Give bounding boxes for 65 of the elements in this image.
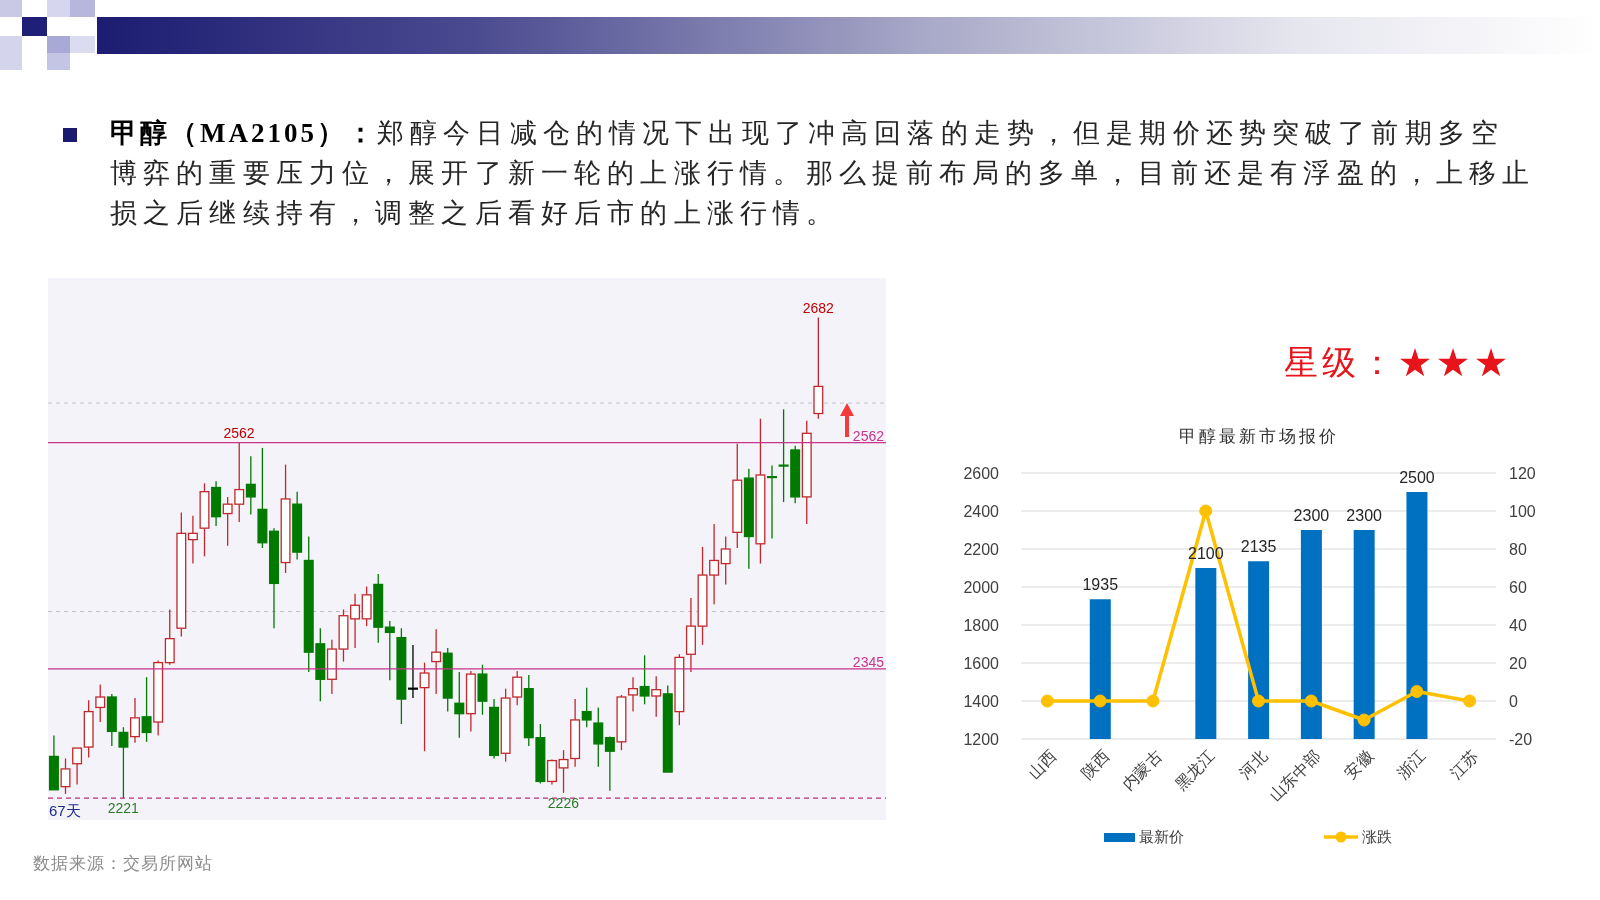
candlestick	[187, 515, 198, 565]
annotation: 2226	[547, 794, 580, 811]
point	[1410, 685, 1424, 698]
data-label: 2500	[1399, 469, 1435, 486]
candlestick	[431, 628, 442, 695]
y2-tick-label: 40	[1509, 616, 1527, 634]
y-tick-label: 1400	[963, 692, 1000, 710]
y2-tick-label: 60	[1509, 578, 1527, 596]
candlestick	[685, 597, 696, 673]
candlestick	[755, 418, 766, 565]
candlestick	[628, 676, 639, 713]
candlestick	[570, 698, 581, 768]
x-tick-label: 黑龙江	[1171, 747, 1218, 794]
point	[1252, 694, 1265, 708]
x-tick-label: 陕西	[1077, 747, 1113, 782]
x-tick-label: 安徽	[1341, 747, 1377, 782]
y-tick-label: 2200	[963, 540, 1000, 558]
annotation: 2562	[223, 424, 255, 441]
annotation: 2221	[107, 800, 140, 817]
data-label: 2300	[1293, 507, 1330, 524]
data-label: 2135	[1240, 538, 1277, 556]
point	[1304, 694, 1318, 708]
legend-label: 最新价	[1139, 827, 1184, 847]
candlestick	[465, 670, 476, 733]
data-label: 2300	[1346, 507, 1383, 524]
x-tick-label: 内蒙古	[1119, 747, 1166, 794]
x-tick-label: 山西	[1024, 747, 1060, 782]
y2-tick-label: -20	[1509, 730, 1533, 748]
y-tick-label: 2400	[963, 502, 1000, 520]
point	[1357, 713, 1371, 727]
chart-title: 甲醇最新市场报价	[1177, 426, 1340, 448]
x-tick-label: 浙江	[1394, 747, 1429, 782]
y2-tick-label: 80	[1509, 540, 1527, 558]
y-tick-label: 1200	[963, 730, 1000, 748]
y2-tick-label: 20	[1509, 654, 1527, 672]
text: 甲醇（MA2105）：	[110, 118, 377, 148]
candlestick	[350, 593, 361, 649]
annotation: 2682	[802, 299, 834, 316]
source-note: 数据来源：交易所网站	[33, 853, 213, 875]
x-tick-label: 江苏	[1447, 747, 1482, 782]
legend-label: 涨跌	[1362, 827, 1392, 847]
text: 星级：★★★	[1284, 343, 1512, 383]
candlestick	[268, 527, 279, 629]
y-tick-label: 1600	[963, 654, 1000, 672]
y-tick-label: 2000	[963, 578, 1000, 596]
candlestick	[211, 480, 222, 527]
annotation: 67天	[49, 802, 81, 819]
candlestick	[743, 468, 754, 570]
y-tick-label: 2600	[963, 464, 1000, 482]
point	[1463, 694, 1477, 708]
candlestick	[489, 698, 500, 760]
candlestick	[130, 697, 140, 744]
ref-line-label: 2562	[852, 427, 885, 444]
ref-line-label: 2345	[852, 653, 885, 670]
x-tick-label: 河北	[1235, 747, 1271, 782]
point	[1199, 504, 1213, 518]
data-label: 1935	[1082, 576, 1119, 594]
candlestick	[454, 671, 465, 739]
point	[1040, 694, 1054, 708]
y2-tick-label: 100	[1509, 502, 1536, 520]
y-tick-label: 1800	[963, 616, 1000, 634]
y2-tick-label: 120	[1509, 464, 1536, 482]
y2-tick-label: 0	[1509, 692, 1518, 710]
point	[1146, 694, 1160, 708]
point	[1093, 694, 1107, 708]
